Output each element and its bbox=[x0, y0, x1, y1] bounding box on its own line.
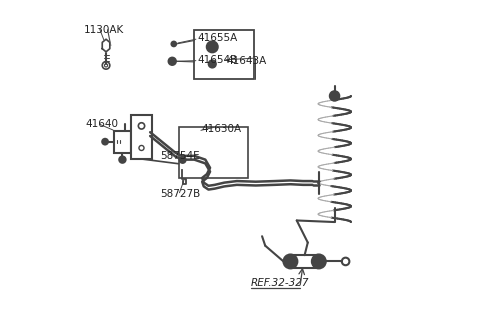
Text: 58754E: 58754E bbox=[161, 151, 200, 161]
Circle shape bbox=[312, 254, 326, 268]
Bar bbox=[131, 115, 152, 159]
Polygon shape bbox=[102, 39, 110, 52]
Bar bbox=[179, 128, 248, 178]
Text: 41643A: 41643A bbox=[227, 56, 267, 66]
Circle shape bbox=[171, 41, 176, 46]
Circle shape bbox=[206, 41, 218, 52]
Text: 41630A: 41630A bbox=[202, 124, 241, 134]
Circle shape bbox=[102, 139, 108, 144]
Text: 58727B: 58727B bbox=[161, 189, 201, 199]
Circle shape bbox=[180, 157, 186, 163]
Circle shape bbox=[330, 91, 339, 101]
Circle shape bbox=[284, 254, 298, 268]
Circle shape bbox=[208, 60, 216, 68]
Circle shape bbox=[119, 156, 126, 163]
Text: 41654B: 41654B bbox=[197, 55, 238, 65]
Bar bbox=[194, 30, 254, 79]
Bar bbox=[290, 255, 319, 268]
Text: 41655A: 41655A bbox=[197, 33, 238, 43]
Bar bbox=[114, 131, 131, 153]
Text: 41640: 41640 bbox=[85, 119, 119, 129]
Text: REF.32-327: REF.32-327 bbox=[251, 278, 310, 287]
Text: 1130AK: 1130AK bbox=[84, 25, 124, 35]
Circle shape bbox=[168, 58, 176, 65]
